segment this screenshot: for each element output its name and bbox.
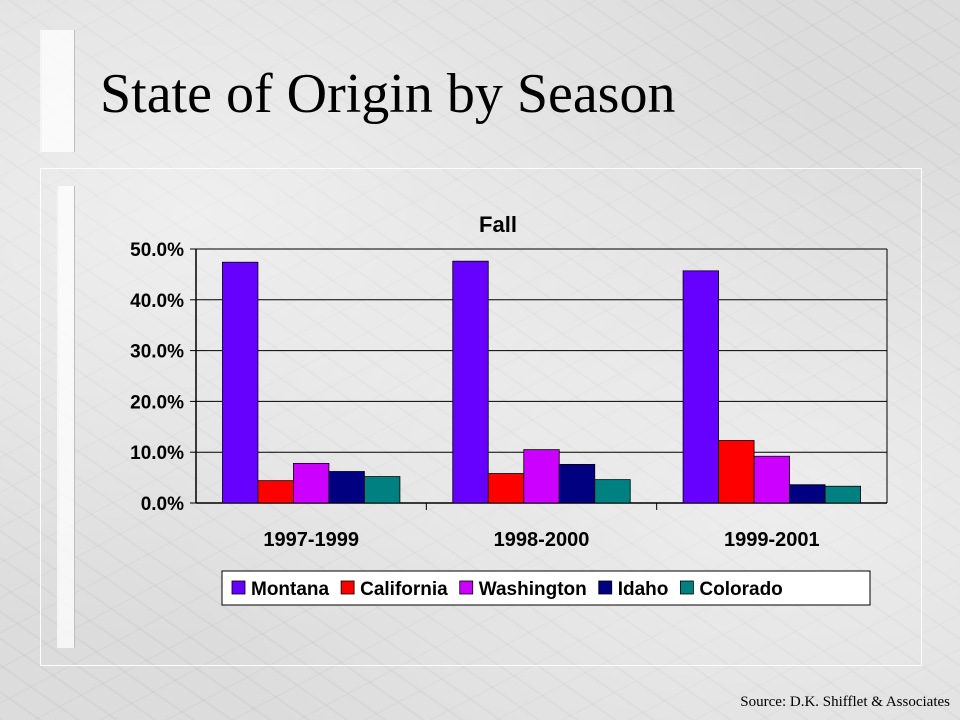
bar-idaho-1999-2001	[789, 484, 826, 504]
legend-swatch-montana	[231, 580, 246, 595]
bar-colorado-1997-1999	[364, 476, 401, 504]
legend-swatch-colorado	[680, 580, 694, 595]
bar-washington-1997-1999	[293, 462, 330, 504]
legend-swatch-california	[340, 580, 355, 595]
source-note: Source: D.K. Shifflet & Associates	[740, 694, 950, 710]
bar-washington-1998-2000	[523, 449, 560, 504]
bar-montana-1997-1999	[222, 261, 259, 504]
legend-label-montana: Montana	[251, 579, 330, 600]
bar-california-1999-2001	[718, 440, 755, 504]
legend-swatch-washington	[459, 580, 474, 595]
legend-label-california: California	[360, 579, 448, 600]
bar-montana-1999-2001	[682, 270, 719, 504]
x-category-label: 1999-2001	[724, 529, 820, 551]
x-category-label: 1997-1999	[263, 529, 359, 551]
title-accent-bar	[40, 30, 75, 152]
bar-chart: Fall 0.0% 10.0% 20.0% 30.0% 40.0% 50.0% 1997-1…	[130, 212, 888, 606]
grid-lines	[196, 248, 887, 453]
legend-swatch-idaho	[598, 580, 613, 595]
slide-title: State of Origin by Season	[100, 63, 676, 125]
legend-label-washington: Washington	[479, 579, 587, 600]
chart-area: Fall 0.0% 10.0% 20.0% 30.0% 40.0% 50.0% 1997-1…	[40, 168, 922, 666]
y-tick-label: 40.0%	[130, 291, 184, 312]
y-tick-label: 30.0%	[130, 342, 184, 363]
legend-box	[221, 570, 871, 606]
bar-montana-1998-2000	[452, 260, 489, 504]
legend-label-colorado: Colorado	[699, 579, 782, 600]
bar-idaho-1997-1999	[328, 471, 365, 504]
y-tick-label: 10.0%	[130, 443, 184, 464]
chart-accent-bar	[57, 186, 75, 648]
legend-label-idaho: Idaho	[618, 579, 669, 600]
bar-colorado-1999-2001	[824, 485, 861, 504]
x-category-label: 1998-2000	[494, 529, 590, 551]
bar-california-1998-2000	[487, 473, 525, 504]
legend: Montana California Washington Idaho Colorado	[221, 570, 871, 606]
y-tick-label: 0.0%	[141, 494, 184, 515]
bar-idaho-1998-2000	[558, 463, 596, 504]
bar-washington-1999-2001	[753, 455, 790, 504]
y-tick-label: 20.0%	[130, 392, 184, 413]
bar-colorado-1998-2000	[594, 479, 631, 504]
chart-title: Fall	[479, 212, 517, 237]
y-tick-label: 50.0%	[130, 240, 184, 261]
bar-california-1997-1999	[257, 480, 294, 504]
bars	[222, 260, 861, 504]
axes: 0.0% 10.0% 20.0% 30.0% 40.0% 50.0% 1997-1999 19…	[130, 240, 888, 551]
